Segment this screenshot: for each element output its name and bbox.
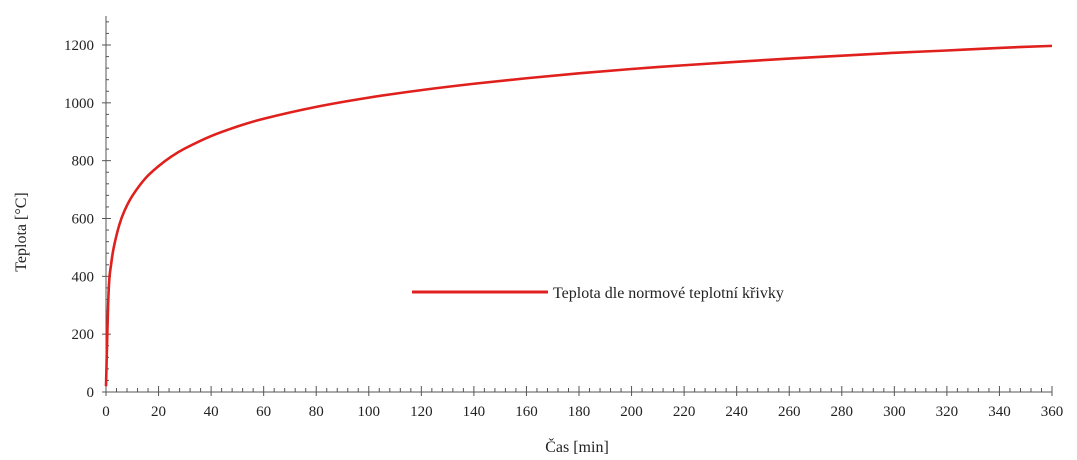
y-axis-title: Teplota [°C] (13, 192, 30, 271)
legend: Teplota dle normové teplotní křivky (412, 285, 784, 302)
series-layer (104, 44, 1053, 387)
x-tick-label: 120 (410, 404, 433, 420)
x-tick-label: 320 (936, 404, 959, 420)
x-tick-label: 60 (256, 404, 271, 420)
x-tick-label: 140 (463, 404, 486, 420)
y-tick-label: 400 (72, 269, 95, 285)
x-tick-label: 240 (725, 404, 748, 420)
y-tick-label: 800 (72, 154, 95, 170)
x-tick-label: 200 (620, 404, 643, 420)
x-tick-label: 340 (988, 404, 1011, 420)
legend-label: Teplota dle normové teplotní křivky (553, 285, 784, 302)
y-axis: 0 200 400 600 800 1000 1200 (64, 16, 111, 401)
x-tick-label: 40 (204, 404, 219, 420)
x-tick-label: 80 (309, 404, 324, 420)
x-tick-label: 260 (778, 404, 801, 420)
y-tick-label: 600 (72, 212, 95, 228)
x-tick-label: 160 (515, 404, 538, 420)
x-axis-title: Čas [min] (545, 437, 609, 456)
x-tick-label: 280 (831, 404, 854, 420)
y-tick-label: 0 (87, 385, 95, 401)
x-axis: 0 20 40 60 80 100 120 140 160 180 200 220 240 260 280 3… (102, 386, 1063, 420)
x-tick-label: 220 (673, 404, 696, 420)
series-line (104, 44, 1053, 387)
x-tick-label: 0 (102, 404, 110, 420)
x-tick-label: 180 (568, 404, 591, 420)
x-tick-label: 20 (151, 404, 166, 420)
y-tick-label: 200 (72, 327, 95, 343)
x-tick-label: 300 (883, 404, 906, 420)
y-tick-label: 1000 (64, 96, 94, 112)
x-tick-label: 100 (358, 404, 381, 420)
x-tick-label: 360 (1041, 404, 1064, 420)
y-tick-label: 1200 (64, 38, 94, 54)
